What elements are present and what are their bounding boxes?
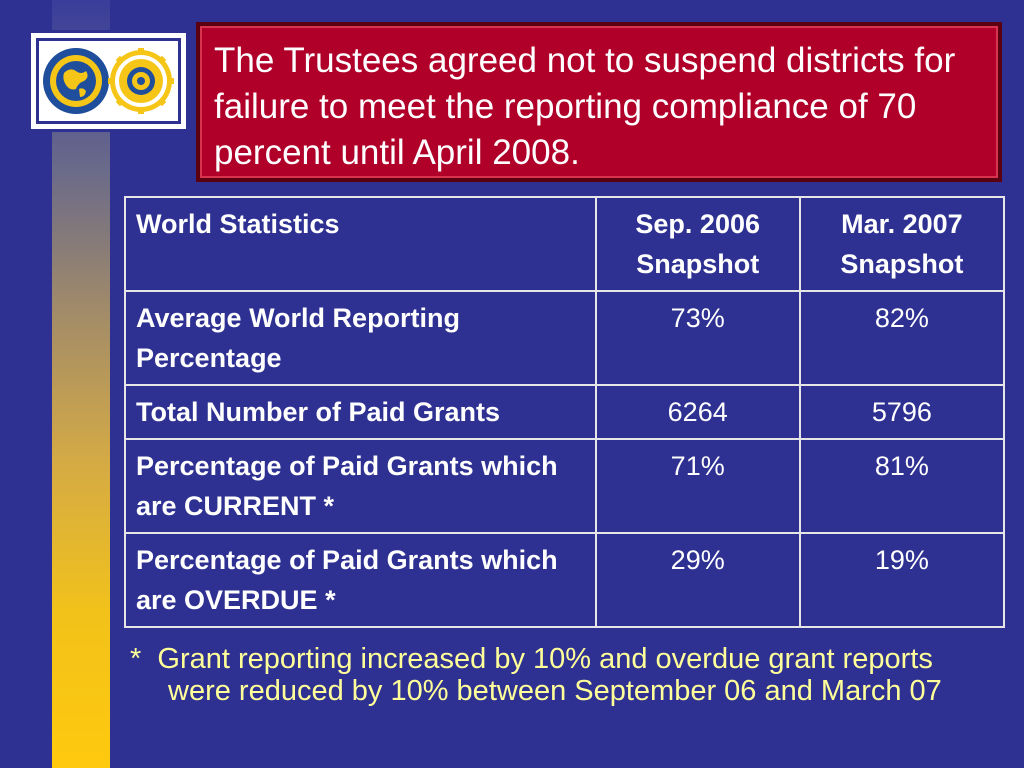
sep-2006-value: 73% (594, 290, 801, 386)
header-world-statistics: World Statistics (124, 196, 597, 292)
rotary-logos (43, 48, 174, 114)
footnote: * Grant reporting increased by 10% and o… (130, 643, 1000, 707)
row-label: Average World Reporting Percentage (124, 290, 597, 386)
logo-panel (28, 30, 189, 132)
table-row: Average World Reporting Percentage 73% 8… (124, 290, 1006, 386)
header-mar-2007: Mar. 2007 Snapshot (798, 196, 1006, 292)
header-sep-2006: Sep. 2006 Snapshot (594, 196, 801, 292)
world-statistics-table: World Statistics Sep. 2006 Snapshot Mar.… (124, 196, 1006, 628)
mar-2007-value: 5796 (798, 384, 1006, 440)
title-box: The Trustees agreed not to suspend distr… (196, 22, 1002, 182)
row-label: Percentage of Paid Grants which are OVER… (124, 532, 597, 628)
rotary-wheel-logo-icon (108, 48, 174, 114)
footnote-text: Grant reporting increased by 10% and ove… (157, 643, 942, 707)
mar-2007-value: 82% (798, 290, 1006, 386)
row-label: Percentage of Paid Grants which are CURR… (124, 438, 597, 534)
table-row: Total Number of Paid Grants 6264 5796 (124, 384, 1006, 440)
sep-2006-value: 71% (594, 438, 801, 534)
table-header-row: World Statistics Sep. 2006 Snapshot Mar.… (124, 196, 1006, 292)
table-row: Percentage of Paid Grants which are OVER… (124, 532, 1006, 628)
slide-title: The Trustees agreed not to suspend distr… (214, 41, 956, 172)
mar-2007-value: 81% (798, 438, 1006, 534)
footnote-marker: * (130, 643, 142, 675)
sep-2006-value: 6264 (594, 384, 801, 440)
rotary-foundation-logo-icon (43, 48, 109, 114)
mar-2007-value: 19% (798, 532, 1006, 628)
row-label: Total Number of Paid Grants (124, 384, 597, 440)
table-row: Percentage of Paid Grants which are CURR… (124, 438, 1006, 534)
sep-2006-value: 29% (594, 532, 801, 628)
